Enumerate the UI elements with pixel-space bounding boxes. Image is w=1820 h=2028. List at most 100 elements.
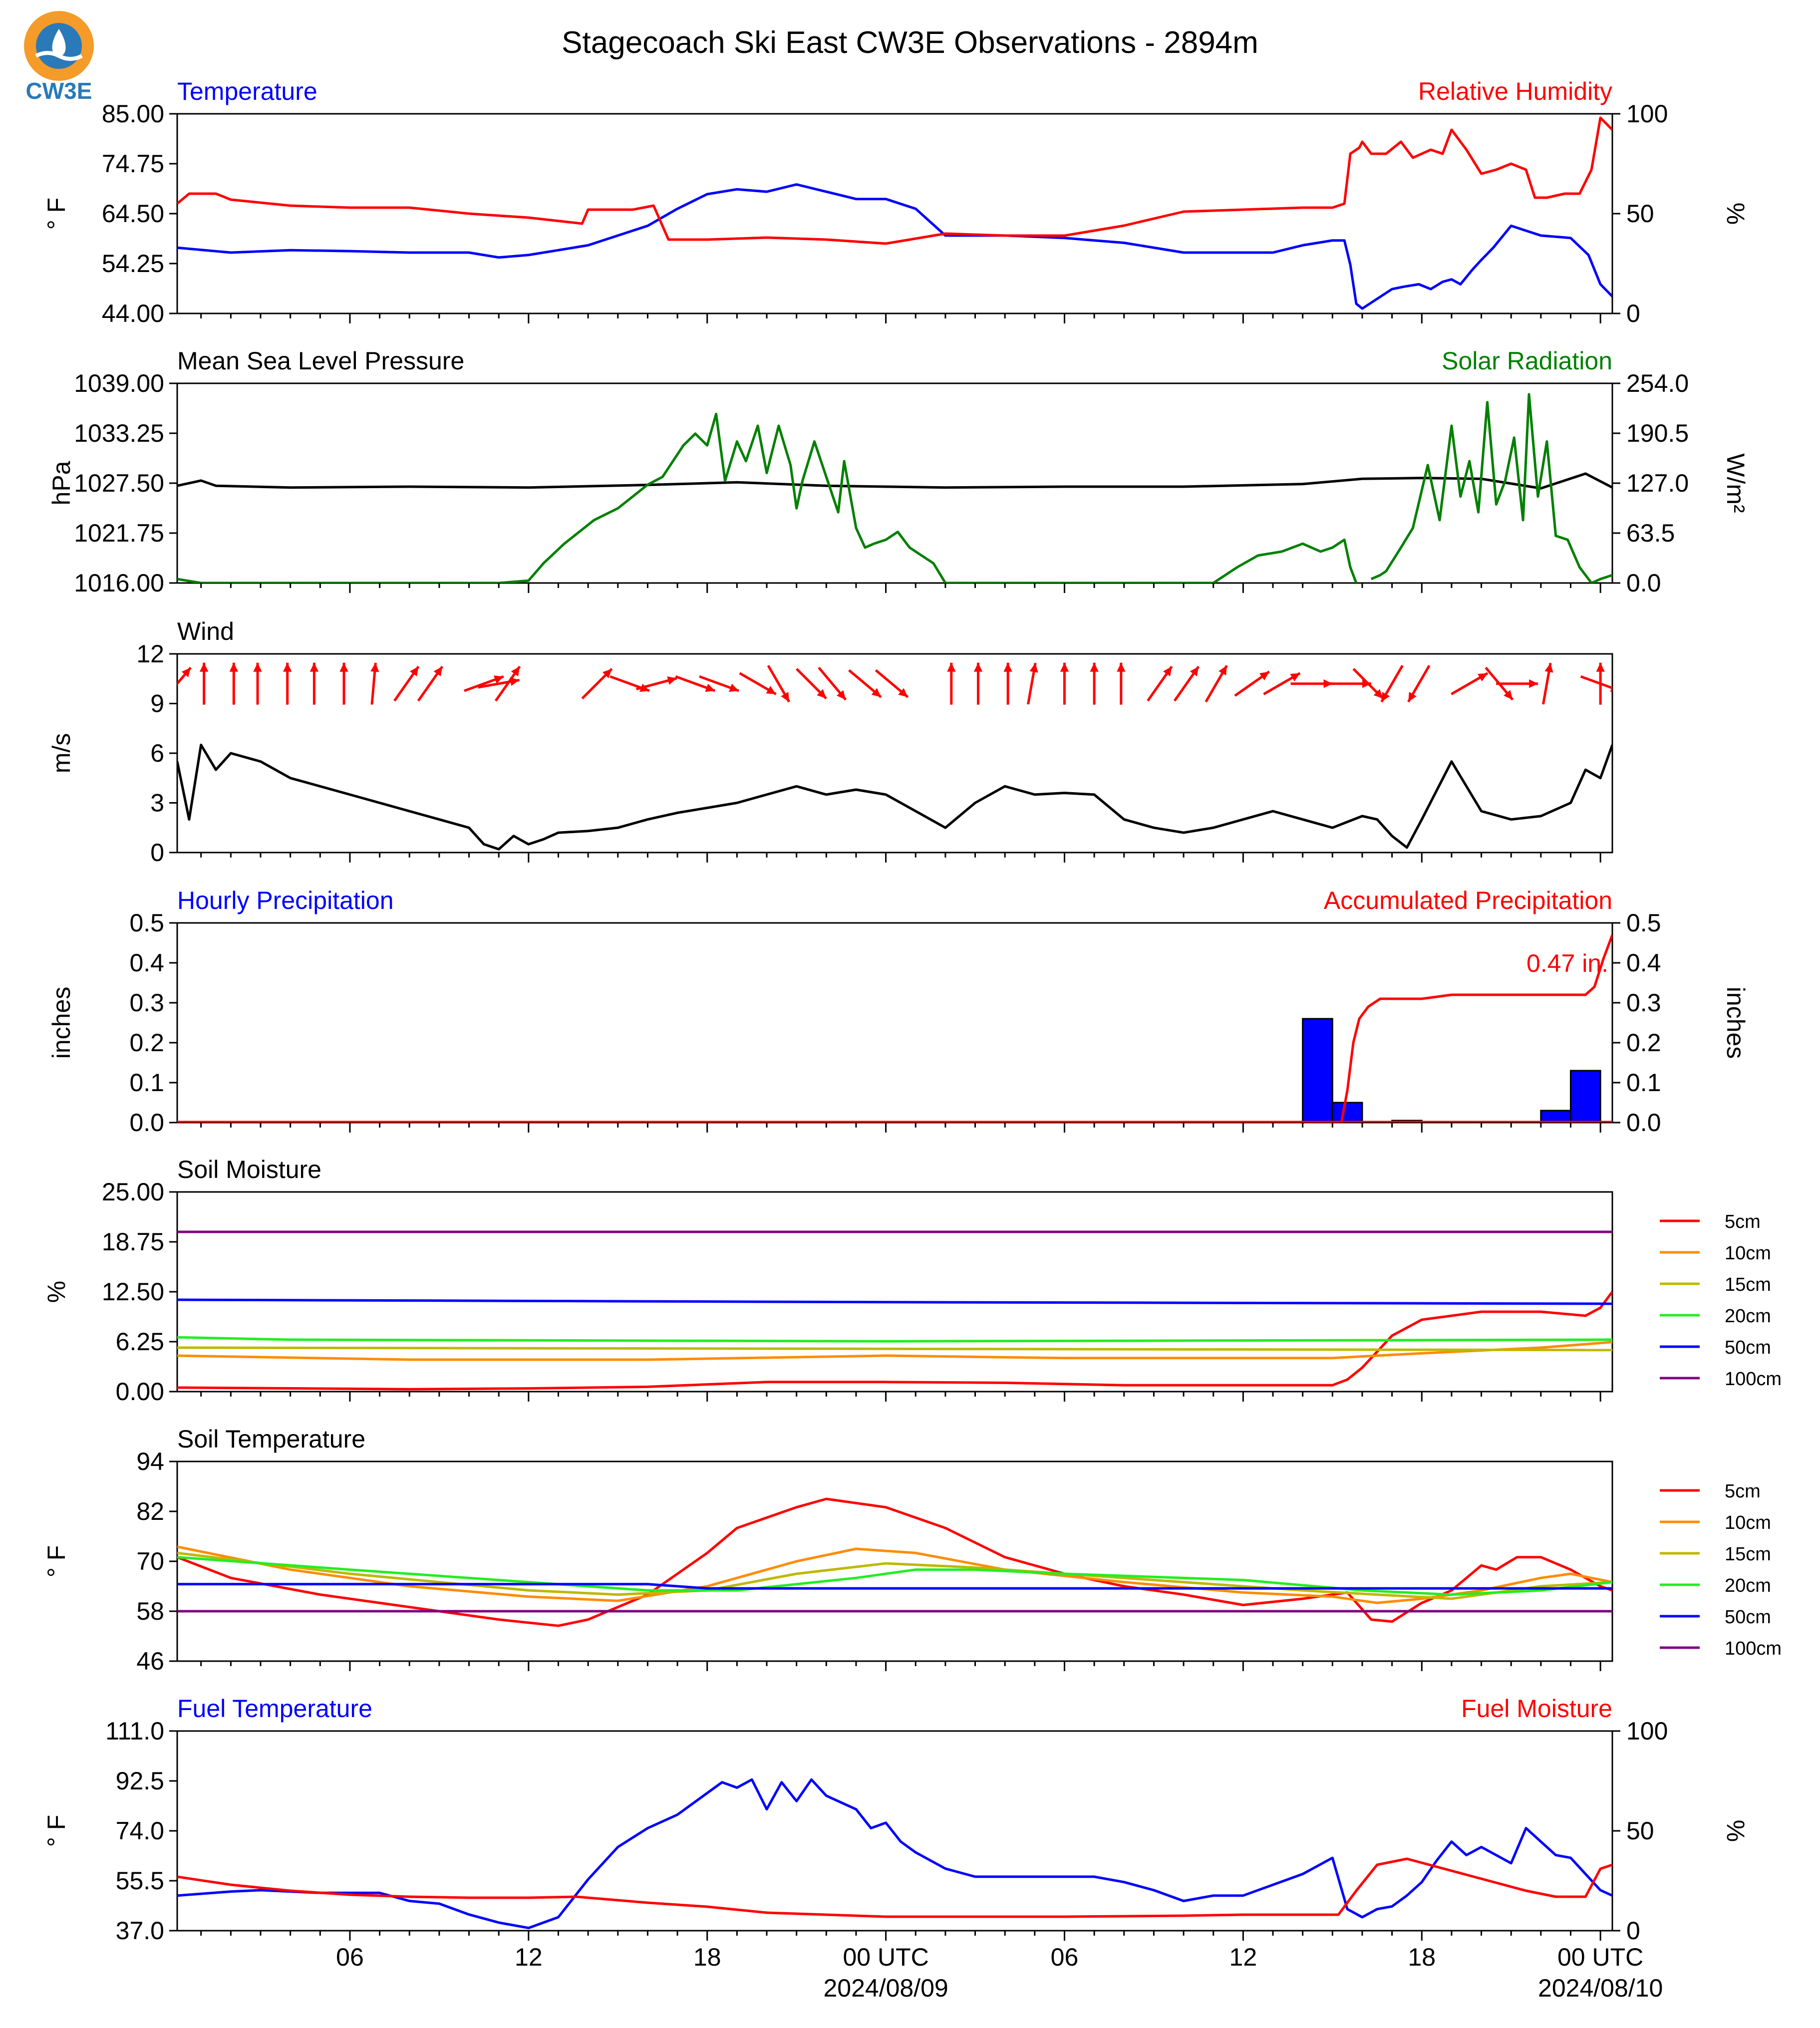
x-date-label: 2024/08/09	[823, 1974, 948, 2002]
wind-arrow-head	[1596, 662, 1605, 672]
x-tick-label: 12	[1229, 1943, 1257, 1971]
legend-label: 50cm	[1725, 1607, 1771, 1628]
panel-title-left: Hourly Precipitation	[177, 886, 394, 914]
y-right-tick-label: 127.0	[1626, 469, 1689, 497]
y-left-tick-label: 82	[136, 1497, 164, 1525]
legend-label: 20cm	[1725, 1306, 1771, 1327]
panel-title-left: Soil Temperature	[177, 1425, 365, 1453]
wind-arrow-head	[309, 662, 319, 672]
wind-arrow-head	[1090, 662, 1099, 672]
wind-arrow	[699, 675, 739, 692]
y-right-tick-label: 100	[1626, 1717, 1668, 1745]
panel-title-right: Solar Radiation	[1442, 347, 1612, 375]
series-line-15cm	[177, 1346, 1612, 1352]
y-left-tick-label: 1021.75	[74, 519, 164, 547]
x-tick-label: 06	[1051, 1943, 1079, 1971]
y-left-axis-label: hPa	[47, 461, 75, 505]
wind-arrow	[1407, 665, 1431, 703]
y-left-tick-label: 0.1	[129, 1069, 164, 1097]
panel-title-left: Fuel Temperature	[177, 1695, 372, 1723]
wind-arrow-head	[973, 662, 983, 672]
data-layer	[177, 1497, 1612, 1627]
wind-arrow	[1027, 662, 1038, 705]
y-right-tick-label: 0.2	[1626, 1029, 1661, 1057]
wind-arrow-head	[602, 669, 612, 678]
data-layer	[177, 116, 1612, 310]
wind-arrow	[199, 662, 209, 705]
y-left-tick-label: 6	[150, 739, 164, 767]
wind-arrow-head	[181, 667, 191, 677]
wind-arrow-head	[898, 688, 908, 697]
wind-arrow-head	[1610, 686, 1612, 692]
precip-bar	[1569, 1070, 1601, 1123]
wind-arrow-head	[283, 662, 292, 672]
wind-arrow	[229, 662, 239, 705]
y-left-axis-label: ° F	[42, 1545, 70, 1577]
wind-arrow	[818, 666, 847, 701]
y-left-tick-label: 85.00	[102, 100, 164, 128]
wind-arrow-head	[1117, 662, 1126, 672]
y-left-axis-label: %	[42, 1281, 70, 1303]
panel-title-left: Temperature	[177, 77, 317, 105]
legend-label: 10cm	[1725, 1512, 1771, 1533]
wind-arrow-head	[1190, 666, 1199, 677]
wind-arrow	[1496, 679, 1538, 688]
legend-label: 15cm	[1725, 1274, 1771, 1295]
y-left-tick-label: 74.0	[116, 1817, 164, 1845]
time-axis: 06 12 18 00 UTC 06 12 18 00 UTC 2024/08/09 2024/0…	[336, 1943, 1663, 2002]
wind-arrow	[478, 677, 520, 689]
wind-arrow-head	[947, 662, 956, 672]
wind-arrow	[1003, 662, 1012, 705]
y-right-tick-label: 0.4	[1626, 949, 1661, 977]
wind-arrow	[1263, 672, 1301, 695]
wind-arrow-head	[817, 689, 827, 699]
logo-text: CW3E	[26, 78, 92, 104]
series-line-0	[177, 183, 1612, 310]
y-right-tick-label: 0.3	[1626, 989, 1661, 1017]
wind-arrow-head	[339, 662, 348, 672]
y-left-tick-label: 6.25	[116, 1328, 164, 1356]
wind-arrow	[739, 672, 777, 695]
y-left-tick-label: 3	[150, 789, 164, 817]
legend-label: 10cm	[1725, 1243, 1771, 1264]
x-tick-label: 00 UTC	[1557, 1943, 1643, 1971]
logo-wave-icon	[35, 51, 83, 61]
wind-arrow	[339, 662, 348, 705]
y-left-tick-label: 44.00	[102, 299, 164, 327]
data-layer	[177, 1778, 1612, 1930]
y-right-tick-label: 100	[1626, 100, 1668, 128]
x-date-label: 2024/08/10	[1538, 1974, 1663, 2002]
series-line-1	[177, 412, 1358, 583]
data-layer	[177, 662, 1612, 851]
wind-arrow	[767, 665, 791, 703]
wind-arrow	[1380, 665, 1404, 703]
y-right-tick-label: 0	[1626, 299, 1640, 327]
y-left-tick-label: 1033.25	[74, 419, 164, 447]
y-left-tick-label: 58	[136, 1597, 164, 1625]
wind-arrow-head	[1373, 689, 1383, 699]
y-left-tick-label: 37.0	[116, 1917, 164, 1945]
y-left-axis-label: m/s	[47, 733, 75, 774]
wind-arrow-head	[1163, 666, 1172, 677]
series-line-1	[177, 1857, 1612, 1918]
accumulated-precip-annotation: 0.47 in.	[1526, 949, 1608, 977]
wind-arrow-head	[370, 662, 379, 672]
y-right-axis-label: inches	[1722, 987, 1750, 1059]
legend-label: 100cm	[1725, 1369, 1782, 1390]
panels: Temperature Relative Humidity44.0054.2564…	[42, 77, 1782, 1945]
y-left-axis-label: inches	[47, 987, 75, 1059]
logo-flame-icon	[52, 29, 66, 57]
wind-arrow-head	[1544, 663, 1553, 673]
wind-arrow	[309, 662, 319, 705]
wind-arrow	[177, 666, 192, 686]
wind-arrow-head	[1529, 679, 1538, 688]
wind-arrow-head	[729, 683, 739, 692]
y-left-tick-label: 55.5	[116, 1867, 164, 1895]
wind-arrow	[636, 676, 677, 690]
wind-arrow-head	[1504, 690, 1513, 700]
y-left-tick-label: 12.50	[102, 1278, 164, 1306]
y-left-tick-label: 92.5	[116, 1767, 164, 1795]
y-left-tick-label: 0.3	[129, 989, 164, 1017]
legend-label: 15cm	[1725, 1544, 1771, 1565]
